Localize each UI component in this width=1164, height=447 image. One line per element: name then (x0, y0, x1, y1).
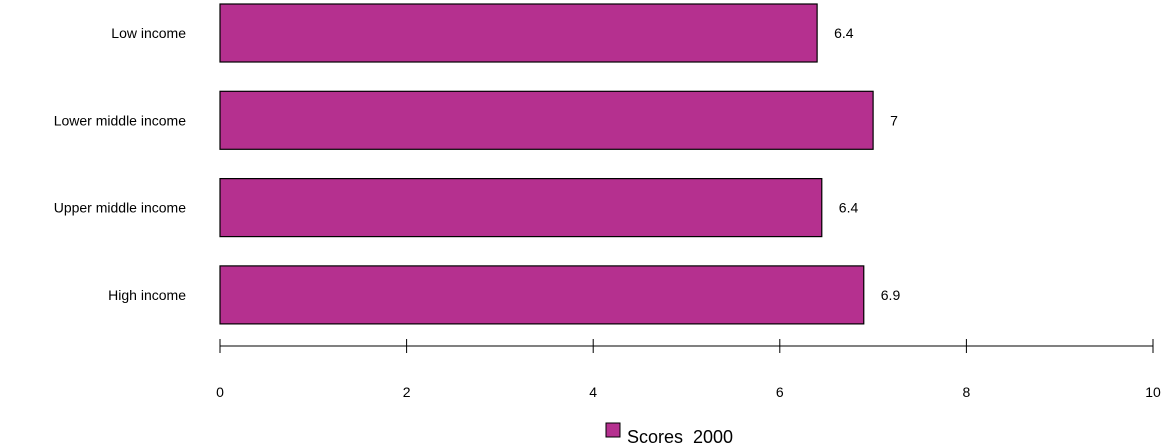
x-tick-label: 8 (963, 384, 971, 400)
category-label: Low income (111, 25, 186, 41)
data-label: 6.9 (881, 287, 901, 303)
x-tick-label: 10 (1145, 384, 1161, 400)
x-axis: 0 2 4 6 8 10 (216, 339, 1161, 400)
category-labels: Low income Lower middle income Upper middl… (54, 25, 187, 303)
category-label: Lower middle income (54, 112, 186, 128)
legend-label: Scores 2000 (627, 427, 733, 447)
x-tick-label: 0 (216, 384, 224, 400)
data-label: 6.4 (839, 200, 859, 216)
data-label: 6.4 (834, 25, 854, 41)
data-label: 7 (890, 112, 898, 128)
value-labels: 6.4 7 6.4 6.9 (834, 25, 900, 303)
category-label: Upper middle income (54, 200, 186, 216)
bars-group (219, 3, 874, 325)
x-tick-label: 4 (589, 384, 597, 400)
legend: Scores 2000 (605, 422, 733, 447)
bar (219, 265, 865, 325)
bar (219, 178, 823, 238)
bar (219, 90, 874, 150)
bar (219, 3, 818, 63)
x-tick-label: 6 (776, 384, 784, 400)
category-label: High income (108, 287, 186, 303)
legend-swatch (605, 422, 621, 438)
x-tick-label: 2 (403, 384, 411, 400)
